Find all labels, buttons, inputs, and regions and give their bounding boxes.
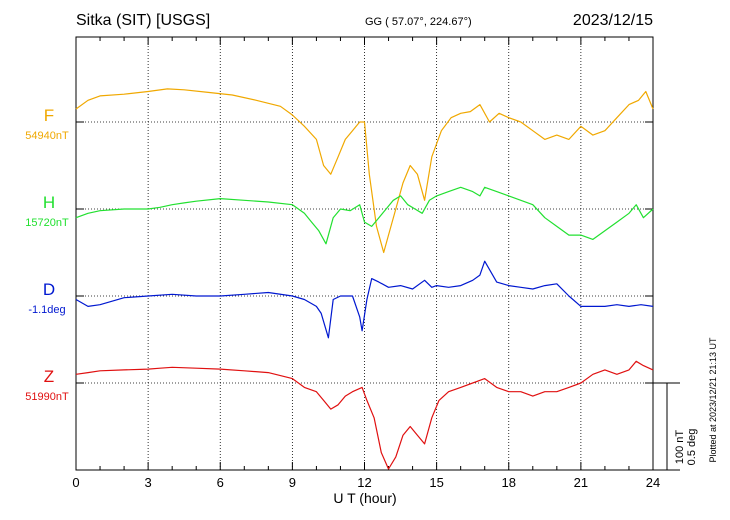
x-tick-label-12: 12 [357, 475, 371, 490]
series-line-d [75, 260, 654, 339]
grid-lines [76, 37, 653, 470]
x-tick-label-6: 6 [217, 475, 224, 490]
series-name-h: H [43, 193, 55, 212]
series-line-f [75, 88, 654, 254]
x-axis-ticks: 0 3 6 9 12 15 18 21 24 [72, 37, 660, 490]
plotted-at-note: Plotted at 2023/12/21 21:13 UT [708, 337, 718, 463]
series-labels: F 54940nT H 15720nT D -1.1deg Z 51990nT [25, 106, 69, 403]
series-line-h [75, 186, 654, 245]
x-tick-label-0: 0 [72, 475, 79, 490]
series-line-z [75, 360, 654, 470]
series-baseline-z: 51990nT [25, 391, 69, 403]
series-baseline-f: 54940nT [25, 130, 69, 142]
scale-bar-deg-label: 0.5 deg [686, 429, 698, 466]
x-axis-label: U T (hour) [333, 490, 396, 506]
series-group [75, 88, 654, 470]
x-tick-label-15: 15 [429, 475, 443, 490]
chart-date: 2023/12/15 [573, 12, 653, 29]
series-name-d: D [43, 280, 55, 299]
x-tick-label-24: 24 [646, 475, 660, 490]
station-coords: GG ( 57.07°, 224.67°) [365, 16, 472, 28]
x-tick-label-18: 18 [502, 475, 516, 490]
x-tick-label-3: 3 [145, 475, 152, 490]
x-tick-label-9: 9 [289, 475, 296, 490]
series-baseline-d: -1.1deg [28, 304, 65, 316]
series-name-f: F [44, 106, 54, 125]
x-tick-label-21: 21 [574, 475, 588, 490]
station-title: Sitka (SIT) [USGS] [76, 12, 210, 29]
series-baseline-h: 15720nT [25, 217, 69, 229]
series-name-z: Z [44, 367, 54, 386]
scale-bar-nt-label: 100 nT [674, 430, 686, 465]
